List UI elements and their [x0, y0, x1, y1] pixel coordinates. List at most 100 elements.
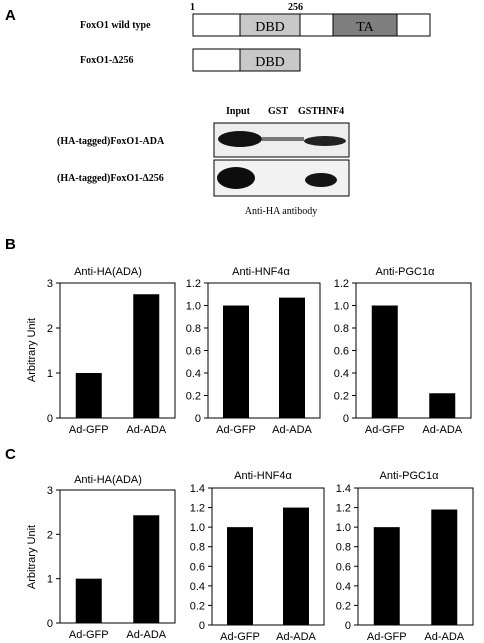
bar-ad-gfp — [227, 527, 253, 625]
x-tick-label: Ad-ADA — [126, 424, 166, 436]
y-tick-label: 1.2 — [336, 503, 351, 515]
blot-lane-label-gst: GST — [268, 106, 288, 117]
western-blot-image — [213, 122, 350, 197]
blot-lane-label-gsthnf4: GSTHNF4 — [298, 106, 344, 117]
y-tick-label: 0.8 — [190, 542, 205, 554]
y-tick-label: 0.4 — [334, 368, 349, 380]
mutant-label: FoxO1-Δ256 — [80, 55, 134, 66]
y-tick-label: 0 — [345, 620, 351, 632]
bar-ad-gfp — [223, 305, 249, 418]
blot-antibody-label: Anti-HA antibody — [245, 206, 318, 217]
x-tick-label: Ad-GFP — [220, 631, 260, 643]
chart-b-anti-pgc1a: Anti-PGC1α 0 0.2 0.4 0.6 0.8 1.0 1.2 Ad-GFP Ad-… — [334, 266, 472, 436]
domain-cut-position: 256 — [288, 2, 303, 13]
y-tick-label: 0.2 — [336, 600, 351, 612]
y-tick-label: 1.2 — [190, 503, 205, 515]
bar-ad-ada — [133, 294, 160, 418]
y-tick-label: 0.6 — [186, 346, 201, 358]
y-tick-label: 3 — [47, 485, 53, 497]
wild-type-ta-label: TA — [356, 20, 374, 35]
mutant-dbd-label: DBD — [255, 55, 285, 70]
y-tick-label: 0.8 — [334, 323, 349, 335]
chart-c-anti-pgc1a: Anti-PGC1α 0 0.2 0.4 0.6 0.8 1.0 1.2 1.4 Ad-GFP… — [336, 470, 474, 643]
y-tick-label: 1.4 — [190, 483, 205, 495]
y-tick-label: 0 — [47, 618, 53, 630]
chart-title: Anti-HA(ADA) — [74, 474, 142, 486]
chart-b-anti-hnf4a: Anti-HNF4α 0 0.2 0.4 0.6 0.8 1.0 1.2 Ad-GFP Ad-… — [186, 266, 321, 436]
bar-ad-ada — [279, 297, 305, 418]
y-tick-label: 0.8 — [186, 323, 201, 335]
y-tick-label: 0.6 — [336, 561, 351, 573]
y-tick-label: 2 — [47, 323, 53, 335]
y-tick-label: 1 — [47, 574, 53, 586]
x-tick-label: Ad-GFP — [69, 424, 109, 436]
mutant-dbd-domain — [239, 48, 301, 72]
y-tick-label: 0.6 — [334, 346, 349, 358]
y-tick-label: 0.8 — [336, 542, 351, 554]
y-tick-label: 2 — [47, 529, 53, 541]
bar-ad-gfp — [75, 578, 102, 623]
y-tick-label: 1.0 — [190, 522, 205, 534]
plot-frame — [357, 487, 474, 626]
x-tick-label: Ad-GFP — [69, 629, 109, 641]
y-tick-label: 3 — [47, 278, 53, 290]
y-tick-label: 0 — [195, 413, 201, 425]
y-tick-label: 0.2 — [334, 391, 349, 403]
x-tick-label: Ad-GFP — [367, 631, 407, 643]
x-tick-label: Ad-ADA — [272, 424, 312, 436]
bar-ad-gfp — [75, 373, 102, 418]
wild-type-dbd-label: DBD — [255, 20, 285, 35]
panel-label-c: C — [5, 446, 16, 463]
bar-ad-ada — [429, 393, 456, 418]
x-tick-label: Ad-GFP — [216, 424, 256, 436]
y-axis-label: Arbitrary Unit — [26, 525, 38, 589]
y-tick-label: 1.2 — [186, 278, 201, 290]
chart-c-anti-ha: Anti-HA(ADA) 0 1 2 3 Ad-GFP Ad-ADA Arbitrary… — [26, 474, 176, 641]
y-tick-label: 0 — [47, 413, 53, 425]
y-tick-label: 1.0 — [334, 301, 349, 313]
x-tick-label: Ad-ADA — [276, 631, 316, 643]
bar-ad-gfp — [371, 305, 398, 418]
plot-frame — [59, 282, 176, 419]
chart-title: Anti-HNF4α — [232, 266, 290, 278]
domain-start-position: 1 — [190, 2, 195, 13]
y-tick-label: 1.0 — [336, 522, 351, 534]
blot-row-label-delta256: (HA-tagged)FoxO1-Δ256 — [57, 173, 164, 184]
y-tick-label: 1.4 — [336, 483, 351, 495]
y-tick-label: 0 — [199, 620, 205, 632]
chart-c-anti-hnf4a: Anti-HNF4α 0 0.2 0.4 0.6 0.8 1.0 1.2 1.4 Ad-GFP… — [190, 470, 325, 643]
chart-title: Anti-HA(ADA) — [74, 266, 142, 278]
wild-type-ta-domain — [332, 13, 398, 37]
plot-frame — [211, 487, 325, 626]
y-tick-label: 0.4 — [336, 581, 351, 593]
y-tick-label: 1.2 — [334, 278, 349, 290]
y-tick-label: 0.6 — [190, 561, 205, 573]
y-tick-label: 0.4 — [186, 368, 201, 380]
x-tick-label: Ad-GFP — [365, 424, 405, 436]
chart-title: Anti-PGC1α — [376, 266, 436, 278]
chart-title: Anti-HNF4α — [234, 470, 292, 482]
wild-type-label: FoxO1 wild type — [80, 20, 151, 31]
bar-ad-ada — [283, 507, 309, 625]
bar-ad-ada — [431, 509, 458, 625]
bar-ad-gfp — [373, 527, 400, 625]
y-tick-label: 1.0 — [186, 301, 201, 313]
chart-b-anti-ha: Anti-HA(ADA) 0 1 2 3 Ad-GFP Ad-ADA Arbitrary… — [26, 266, 176, 436]
y-axis-label: Arbitrary Unit — [26, 318, 38, 382]
y-tick-label: 0.4 — [190, 581, 205, 593]
plot-frame — [59, 489, 176, 624]
bar-ad-ada — [133, 515, 160, 623]
x-tick-label: Ad-ADA — [126, 629, 166, 641]
blot-row-label-ada: (HA-tagged)FoxO1-ADA — [57, 136, 165, 147]
chart-title: Anti-PGC1α — [380, 470, 440, 482]
y-tick-label: 1 — [47, 368, 53, 380]
panel-label-a: A — [5, 7, 16, 24]
x-tick-label: Ad-ADA — [422, 424, 462, 436]
x-tick-label: Ad-ADA — [424, 631, 464, 643]
panel-label-b: B — [5, 236, 16, 253]
blot-lane-label-input: Input — [226, 106, 251, 117]
y-tick-label: 0 — [343, 413, 349, 425]
y-tick-label: 0.2 — [190, 600, 205, 612]
y-tick-label: 0.2 — [186, 391, 201, 403]
